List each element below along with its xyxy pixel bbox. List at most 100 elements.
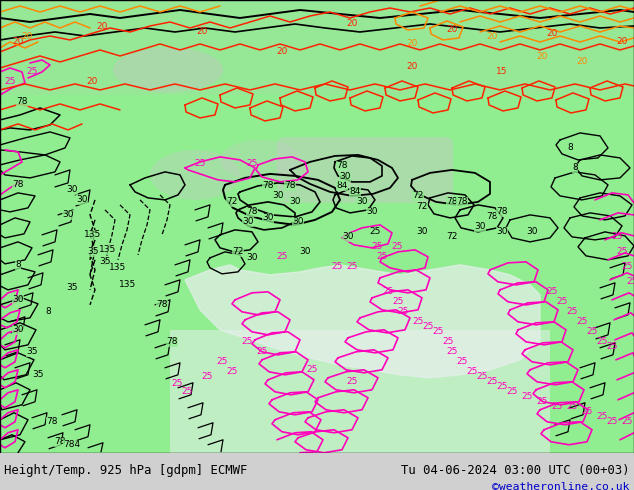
Text: 25: 25	[446, 347, 458, 356]
Ellipse shape	[113, 48, 223, 93]
Text: 25: 25	[276, 252, 288, 261]
Text: 25: 25	[566, 402, 578, 411]
Text: 30: 30	[62, 210, 74, 220]
Text: 25: 25	[332, 262, 343, 271]
Text: 20: 20	[536, 52, 548, 61]
Text: 30: 30	[292, 218, 304, 226]
Text: 25: 25	[391, 243, 403, 251]
Text: 8: 8	[567, 144, 573, 152]
Text: 35: 35	[26, 347, 38, 356]
Polygon shape	[185, 265, 540, 378]
Text: 25: 25	[566, 307, 578, 317]
Text: 78: 78	[46, 417, 58, 426]
Text: 25: 25	[621, 417, 633, 426]
Text: 20: 20	[276, 48, 288, 56]
Text: 72: 72	[446, 232, 458, 242]
Text: 25: 25	[597, 412, 607, 421]
Text: 25: 25	[194, 159, 205, 169]
Text: 135: 135	[119, 280, 136, 290]
Text: 25: 25	[247, 159, 257, 169]
Text: 25: 25	[372, 243, 383, 251]
Text: 72: 72	[417, 202, 428, 211]
Text: 72: 72	[226, 197, 238, 206]
Text: 78: 78	[55, 437, 66, 446]
Text: 30: 30	[262, 213, 274, 222]
Text: 30: 30	[342, 232, 354, 242]
Text: 25: 25	[443, 337, 454, 346]
Text: 784: 784	[63, 440, 81, 449]
Text: 25: 25	[586, 327, 598, 336]
Text: 25: 25	[467, 368, 477, 376]
Text: 20: 20	[96, 23, 108, 31]
Text: 25: 25	[256, 347, 268, 356]
Text: 30: 30	[242, 218, 254, 226]
Text: 78: 78	[246, 207, 258, 217]
Text: 25: 25	[536, 397, 548, 406]
Text: 20: 20	[12, 37, 23, 47]
Text: 25: 25	[606, 417, 618, 426]
Text: 25: 25	[398, 307, 409, 317]
Text: 25: 25	[432, 327, 444, 336]
Text: 20: 20	[486, 32, 498, 42]
Text: 135: 135	[84, 230, 101, 240]
Text: 20: 20	[406, 40, 418, 49]
Text: 25: 25	[216, 357, 228, 367]
Text: 25: 25	[521, 392, 533, 401]
Text: 25: 25	[547, 287, 558, 296]
Ellipse shape	[220, 140, 300, 180]
Text: 25: 25	[181, 387, 193, 396]
Text: 30: 30	[526, 227, 538, 236]
Text: 25: 25	[392, 297, 404, 306]
Text: 25: 25	[346, 377, 358, 386]
Text: 8: 8	[15, 260, 21, 270]
Text: 25: 25	[552, 402, 563, 411]
Text: 78: 78	[446, 197, 458, 206]
Text: 20: 20	[446, 25, 458, 34]
Text: 78: 78	[284, 181, 295, 191]
Text: 25: 25	[202, 372, 212, 381]
FancyBboxPatch shape	[277, 137, 453, 203]
Text: 72: 72	[232, 247, 243, 256]
Text: 30: 30	[496, 227, 508, 236]
Text: 78: 78	[456, 197, 468, 206]
Text: 30: 30	[366, 207, 378, 217]
Ellipse shape	[150, 150, 240, 200]
Text: 72: 72	[412, 192, 424, 200]
Text: 78: 78	[262, 181, 274, 191]
Text: 25: 25	[581, 407, 593, 416]
Text: 35: 35	[66, 283, 78, 293]
Text: 30: 30	[417, 227, 428, 236]
Text: 20: 20	[197, 27, 208, 36]
Text: 135: 135	[100, 245, 117, 254]
Text: 25: 25	[597, 337, 607, 346]
Text: 25: 25	[422, 322, 434, 331]
Text: 25: 25	[496, 382, 508, 392]
Text: 25: 25	[377, 252, 387, 261]
Text: 25: 25	[242, 337, 253, 346]
Text: 35: 35	[87, 247, 99, 256]
Text: 78: 78	[496, 207, 508, 217]
Bar	[0, 0, 634, 95]
Text: 78: 78	[12, 180, 23, 190]
Bar	[170, 330, 550, 453]
Text: 8: 8	[45, 307, 51, 317]
Text: Height/Temp. 925 hPa [gdpm] ECMWF: Height/Temp. 925 hPa [gdpm] ECMWF	[4, 464, 247, 477]
Text: 25: 25	[576, 318, 588, 326]
Text: 25: 25	[456, 357, 468, 367]
Text: 30: 30	[66, 185, 78, 195]
Text: 25: 25	[171, 379, 183, 388]
Text: 25: 25	[4, 77, 16, 86]
Text: 78: 78	[166, 337, 178, 346]
Text: 20: 20	[22, 32, 33, 42]
Text: ©weatheronline.co.uk: ©weatheronline.co.uk	[493, 482, 630, 490]
Text: 25: 25	[306, 366, 318, 374]
Text: 25: 25	[412, 318, 424, 326]
Text: 30: 30	[289, 197, 301, 206]
Text: 78: 78	[16, 98, 28, 106]
Text: 30: 30	[76, 196, 87, 204]
Text: 25: 25	[611, 232, 623, 242]
Text: 25: 25	[626, 277, 634, 286]
Text: 25: 25	[486, 377, 498, 386]
Text: 30: 30	[272, 192, 284, 200]
Text: 30: 30	[246, 253, 258, 262]
